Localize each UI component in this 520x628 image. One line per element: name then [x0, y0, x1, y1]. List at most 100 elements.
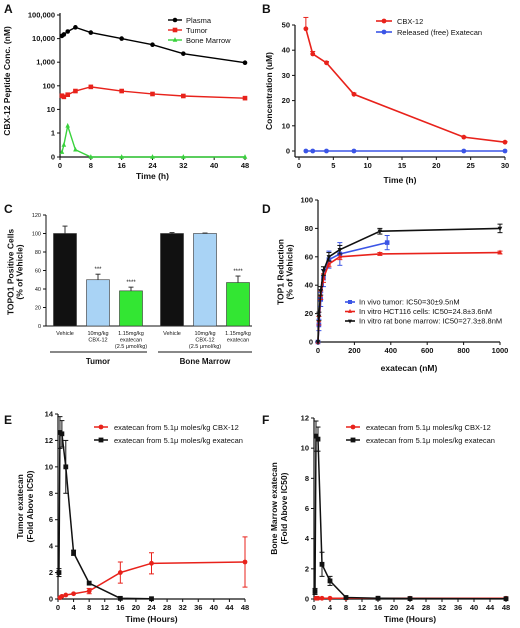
- x-tick-label: 400: [385, 346, 398, 355]
- data-point: [86, 588, 92, 594]
- y-tick-label: 14: [45, 410, 54, 419]
- panel-c: C 0 20 40 60 80 100 120 TOPO1 Positive Cells (% o…: [4, 202, 252, 366]
- data-point: [377, 251, 383, 256]
- bar-label-line: Vehicle: [163, 331, 181, 337]
- data-point: [324, 60, 329, 66]
- legend-label: exatecan from 5.1μ moles/kg exatecan: [366, 436, 495, 445]
- y-tick-label: 0: [309, 338, 313, 347]
- y-tick-label: 120: [32, 213, 41, 219]
- data-point: [348, 308, 352, 313]
- x-tick-label: 0: [312, 603, 316, 612]
- data-point: [318, 289, 324, 294]
- bar: [119, 290, 143, 327]
- x-tick-label: 32: [178, 603, 186, 612]
- x-tick-label: 48: [241, 161, 249, 170]
- data-point: [337, 253, 343, 259]
- y-axis-title-line: Bone Marrow exatecan: [269, 462, 279, 555]
- x-tick-label: 4: [328, 603, 333, 612]
- x-axis-title: Time (h): [384, 175, 417, 185]
- y-tick-label: 0: [49, 595, 53, 604]
- data-point: [119, 88, 124, 94]
- data-point: [326, 261, 332, 266]
- bar: [86, 279, 110, 327]
- bar: [193, 233, 217, 327]
- data-point: [350, 437, 356, 443]
- data-point: [242, 154, 248, 159]
- data-point: [63, 464, 69, 470]
- data-point: [327, 595, 333, 601]
- legend-label: In vitro HCT116 cells: IC50=24.8±3.6nM: [359, 307, 492, 316]
- x-tick-label: 44: [486, 603, 495, 612]
- data-point: [312, 589, 318, 594]
- bar: [226, 282, 250, 327]
- y-tick-label: 2: [305, 564, 309, 573]
- data-point: [88, 30, 94, 35]
- data-point: [172, 17, 178, 23]
- y-tick-label: 12: [301, 414, 309, 423]
- data-point: [242, 559, 248, 565]
- data-point: [326, 255, 332, 260]
- data-point: [117, 595, 123, 601]
- x-tick-label: 25: [466, 161, 474, 170]
- data-point: [327, 578, 333, 584]
- y-axis-title-line: (Fold Above IC50): [25, 470, 35, 542]
- group-label: Bone Marrow: [180, 357, 231, 366]
- y-tick-label: 40: [282, 46, 290, 55]
- y-tick-label: 30: [282, 71, 290, 80]
- data-point: [313, 433, 319, 439]
- data-point: [321, 269, 326, 274]
- legend-label: exatecan from 5.1μ moles/kg CBX-12: [114, 423, 239, 432]
- y-tick-label: 10: [301, 444, 309, 453]
- data-point: [150, 91, 155, 97]
- bar: [160, 233, 184, 327]
- data-point: [319, 595, 325, 601]
- data-point: [149, 596, 154, 602]
- y-tick-label: 10: [47, 105, 55, 114]
- data-point: [181, 93, 186, 99]
- legend-label: exatecan from 5.1μ moles/kg exatecan: [114, 436, 243, 445]
- data-point: [119, 36, 124, 41]
- panel-label: F: [262, 413, 269, 427]
- y-axis-title: Bone Marrow exatecan (Fold Above IC50): [269, 462, 289, 555]
- data-point: [65, 122, 71, 128]
- y-axis-title-line: CBX-12 Peptide Conc. (nM): [2, 26, 12, 136]
- x-tick-label: 1000: [492, 346, 509, 355]
- y-tick-label: 6: [305, 504, 309, 513]
- data-point: [61, 32, 67, 37]
- y-tick-label: 4: [49, 542, 54, 551]
- data-point: [71, 550, 76, 556]
- data-point: [59, 593, 65, 599]
- group-label: Tumor: [86, 357, 110, 366]
- data-point: [65, 92, 71, 97]
- data-point: [88, 154, 94, 159]
- data-point: [56, 570, 62, 575]
- legend-label: exatecan from 5.1μ moles/kg CBX-12: [366, 423, 491, 432]
- data-point: [377, 229, 383, 235]
- bar-label-line: 1.15mg/kg: [225, 331, 251, 337]
- bar-label-line: Vehicle: [56, 331, 74, 337]
- y-tick-label: 20: [35, 306, 41, 312]
- data-point: [497, 249, 503, 255]
- x-tick-label: 24: [147, 603, 156, 612]
- data-point: [503, 596, 509, 602]
- x-tick-label: 0: [297, 161, 301, 170]
- x-tick-label: 32: [179, 161, 187, 170]
- bar-label-line: exatecan: [227, 338, 249, 344]
- y-tick-label: 4: [305, 534, 310, 543]
- series-line: [314, 433, 507, 600]
- data-point: [351, 148, 357, 154]
- data-point: [343, 595, 349, 600]
- data-point: [348, 319, 352, 324]
- y-tick-label: 10: [45, 462, 53, 471]
- x-tick-label: 36: [194, 603, 202, 612]
- data-point: [172, 27, 178, 33]
- bar-label-line: 1.15mg/kg: [118, 331, 144, 337]
- data-point: [337, 248, 343, 253]
- data-point: [73, 146, 78, 152]
- y-tick-label: 100: [300, 196, 313, 205]
- y-tick-label: 0: [305, 595, 309, 604]
- y-tick-label: 40: [305, 281, 313, 290]
- y-tick-label: 8: [305, 474, 309, 483]
- data-point: [351, 91, 357, 97]
